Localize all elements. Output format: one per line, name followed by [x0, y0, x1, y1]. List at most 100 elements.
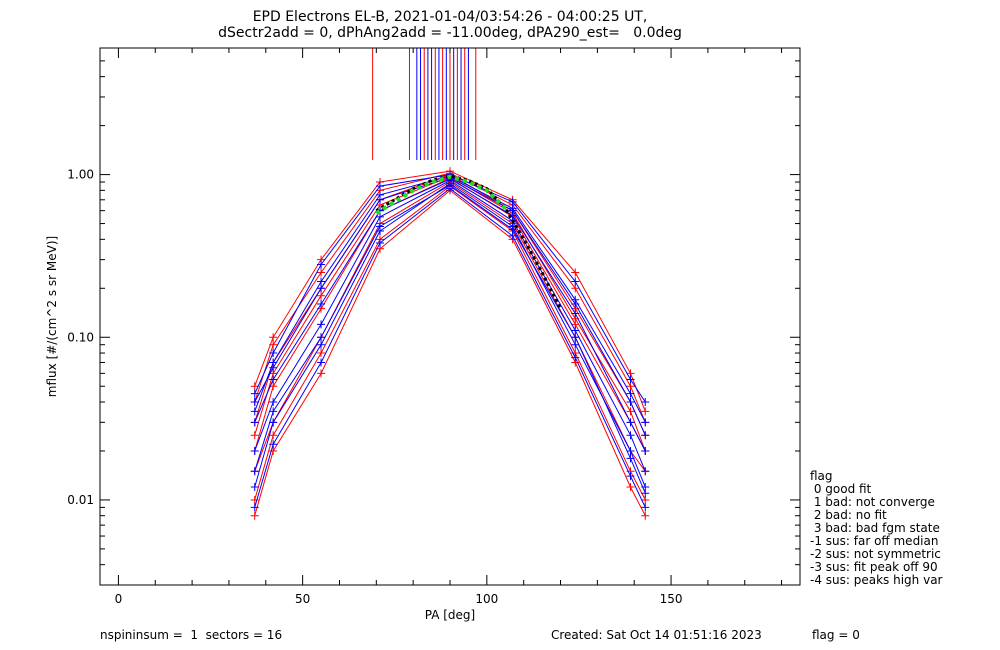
data-point: [376, 238, 384, 247]
pa-profile: [254, 181, 646, 472]
legend-entry: -2 sus: not symmetric: [810, 547, 941, 561]
pa-profile: [254, 187, 646, 508]
data-point: [269, 446, 278, 455]
chart-subtitle: dSectr2add = 0, dPhAng2add = -11.00deg, …: [218, 25, 682, 41]
data-point: [376, 195, 384, 204]
legend-entry: 3 bad: bad fgm state: [810, 521, 940, 535]
data-point: [641, 503, 650, 512]
y-tick-label: 1.00: [67, 168, 94, 182]
data-point: [571, 268, 580, 277]
data-point: [626, 431, 635, 440]
data-point: [269, 333, 278, 342]
data-traces: [250, 48, 650, 520]
data-point: [269, 418, 278, 427]
footer-flag: flag = 0: [812, 628, 860, 642]
axes: 0 50 100 150 0.01 0.10 1.00: [67, 47, 800, 606]
data-point: [317, 349, 326, 358]
data-point: [626, 472, 635, 481]
data-point: [317, 320, 326, 329]
data-point: [641, 511, 650, 520]
data-point: [626, 446, 635, 455]
data-point: [317, 358, 326, 367]
data-point: [317, 268, 326, 277]
data-point: [626, 375, 635, 384]
pa-profile: [254, 176, 646, 452]
data-point: [641, 489, 650, 498]
pa-profile: [254, 174, 646, 436]
data-point: [376, 222, 384, 231]
data-point: [641, 446, 650, 455]
footer-created: Created: Sat Oct 14 01:51:16 2023: [551, 628, 762, 642]
data-point: [446, 181, 454, 190]
pa-profile: [254, 172, 646, 423]
data-point: [250, 389, 259, 398]
data-point: [317, 291, 326, 300]
data-point: [250, 503, 259, 512]
data-point: [250, 397, 259, 406]
data-point: [571, 309, 580, 318]
data-point: [250, 467, 259, 476]
pa-profile: [254, 185, 646, 501]
y-tick-label: 0.01: [67, 493, 94, 507]
data-point: [626, 389, 635, 398]
data-point: [250, 511, 259, 520]
data-point: [269, 363, 278, 372]
data-point: [269, 440, 278, 449]
data-point: [250, 446, 259, 455]
data-point: [250, 483, 259, 492]
data-point: [269, 407, 278, 416]
data-point: [508, 225, 517, 234]
legend-entry: -1 sus: far off median: [810, 534, 939, 548]
pa-profile: [254, 179, 646, 472]
legend-entry: 0 good fit: [810, 482, 872, 496]
data-point: [626, 454, 635, 463]
data-point: [317, 340, 326, 349]
data-point: [626, 397, 635, 406]
flag-legend: flag 0 good fit 1 bad: not converge 2 ba…: [810, 470, 942, 587]
x-tick-label: 50: [295, 592, 310, 606]
data-point: [641, 407, 650, 416]
legend-entry: 2 bad: no fit: [810, 508, 887, 522]
x-tick-label: 150: [660, 592, 683, 606]
data-point: [571, 353, 580, 362]
data-point: [641, 397, 650, 406]
pa-profile: [254, 184, 646, 494]
legend-entry: -4 sus: peaks high var: [810, 573, 943, 587]
data-point: [626, 382, 635, 391]
data-point: [376, 182, 384, 191]
data-point: [626, 483, 635, 492]
legend-entry: 1 bad: not converge: [810, 495, 935, 509]
data-point: [250, 382, 259, 391]
legend-entry: -3 sus: fit peak off 90: [810, 560, 938, 574]
data-point: [571, 326, 580, 335]
fit-curves: [375, 174, 562, 310]
data-point: [641, 431, 650, 440]
data-point: [508, 206, 517, 215]
data-point: [317, 369, 326, 378]
data-point: [250, 418, 259, 427]
x-tick-label: 100: [475, 592, 498, 606]
data-point: [626, 407, 635, 416]
data-point: [571, 284, 580, 293]
x-tick-label: 0: [115, 592, 123, 606]
data-point: [317, 277, 326, 286]
data-point: [269, 397, 278, 406]
y-tick-label: 0.10: [67, 330, 94, 344]
footer-spin-info: nspininsum = 1 sectors = 16: [100, 628, 283, 642]
data-point: [250, 407, 259, 416]
data-point: [269, 349, 278, 358]
data-point: [641, 495, 650, 504]
pa-profile: [254, 174, 646, 403]
data-point: [641, 467, 650, 476]
data-point: [317, 284, 326, 293]
data-point: [317, 333, 326, 342]
data-point: [317, 260, 326, 269]
data-point: [571, 333, 580, 342]
data-point: [641, 418, 650, 427]
data-point: [571, 300, 580, 309]
pa-profile: [254, 177, 646, 452]
x-axis-label: PA [deg]: [425, 608, 475, 622]
data-point: [508, 197, 517, 206]
chart-title: EPD Electrons EL-B, 2021-01-04/03:54:26 …: [252, 9, 648, 25]
